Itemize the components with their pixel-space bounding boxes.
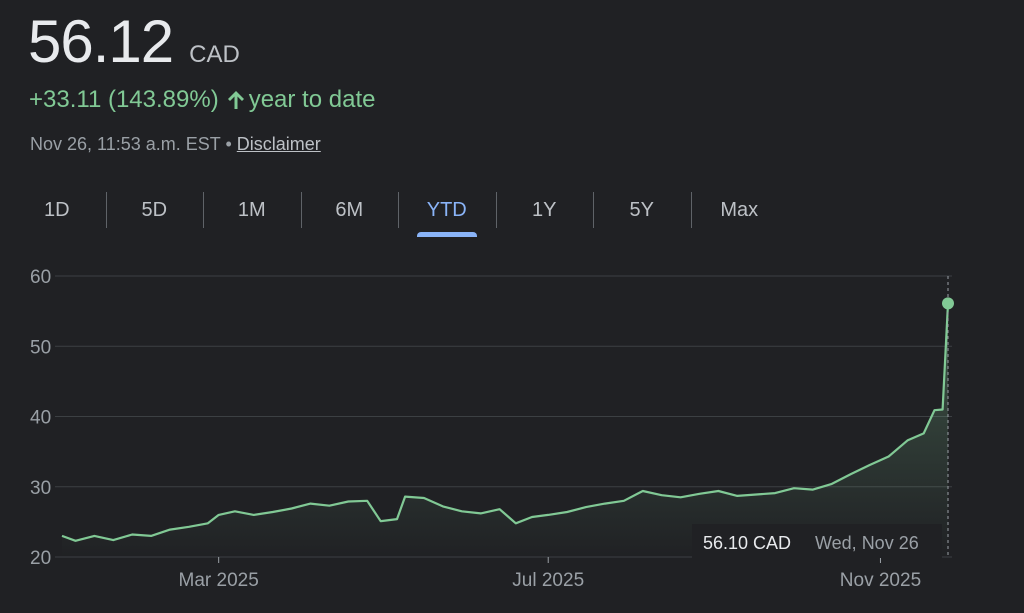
y-tick-label: 60 — [30, 267, 51, 288]
x-tick-label: Jul 2025 — [512, 570, 584, 591]
tab-max[interactable]: Max — [690, 190, 789, 230]
range-tabs: 1D 5D 1M 6M YTD 1Y 5Y Max — [8, 190, 788, 238]
arrow-up-icon — [227, 90, 245, 110]
price-header: 56.12 CAD — [28, 6, 240, 78]
current-price-dot — [942, 297, 954, 310]
y-tick-label: 20 — [30, 548, 51, 569]
timestamp: Nov 26, 11:53 a.m. EST — [30, 134, 221, 154]
y-tick-label: 30 — [30, 478, 51, 499]
separator: • — [225, 134, 232, 154]
price-line — [61, 303, 950, 542]
price-area-fill — [62, 303, 948, 557]
x-tick-label: Nov 2025 — [840, 570, 921, 591]
y-tick-label: 50 — [30, 337, 51, 358]
tooltip-background — [692, 524, 942, 558]
y-tick-label: 40 — [30, 408, 51, 429]
price-chart[interactable]: 20 30 40 50 60 Mar 2025 Jul 2025 Nov 2025 56.1… — [0, 250, 1024, 613]
y-axis-ticks: 20 30 40 50 60 — [30, 267, 51, 569]
x-axis-ticks: Mar 2025 Jul 2025 Nov 2025 — [179, 557, 921, 591]
tab-ytd[interactable]: YTD — [398, 190, 496, 237]
disclaimer-link[interactable]: Disclaimer — [236, 134, 321, 154]
x-tick-label: Mar 2025 — [179, 570, 259, 591]
tooltip-value: 56.10 CAD — [703, 533, 791, 553]
tab-5y[interactable]: 5Y — [593, 190, 691, 230]
currency-label: CAD — [189, 41, 240, 68]
change-value: +33.11 (143.89%) — [29, 86, 219, 113]
tab-1m[interactable]: 1M — [203, 190, 301, 230]
price-change: +33.11 (143.89%) year to date — [29, 86, 375, 114]
quote-meta: Nov 26, 11:53 a.m. EST • Disclaimer — [30, 134, 321, 155]
tab-5d[interactable]: 5D — [105, 190, 204, 230]
change-period: year to date — [248, 86, 376, 113]
tab-6m[interactable]: 6M — [300, 190, 399, 230]
tab-1y[interactable]: 1Y — [495, 190, 594, 230]
tab-1d[interactable]: 1D — [43, 198, 70, 221]
hover-tooltip: 56.10 CAD Wed, Nov 26 — [692, 524, 942, 558]
current-price: 56.12 — [28, 8, 174, 75]
tooltip-date: Wed, Nov 26 — [815, 533, 919, 553]
